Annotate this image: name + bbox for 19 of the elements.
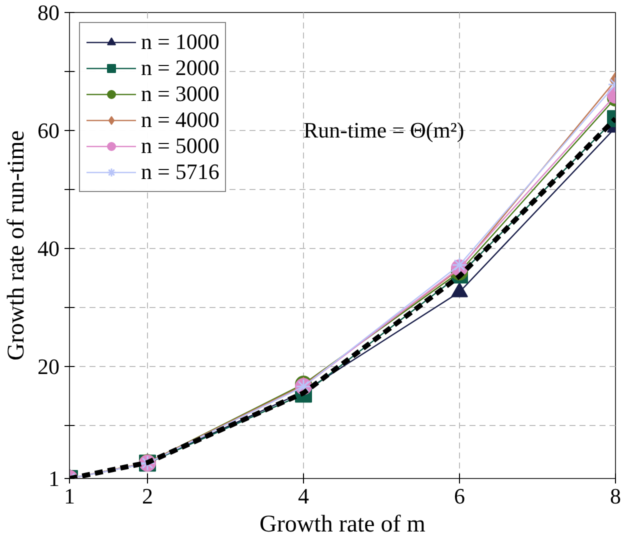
annotation: Run-time = Θ(m²) — [304, 117, 464, 142]
legend-label: n = 4000 — [141, 107, 220, 133]
x-tick-label: 4 — [298, 484, 309, 508]
x-tick-label: 6 — [454, 484, 465, 508]
y-tick-label: 40 — [38, 236, 60, 261]
y-axis-title: Growth rate of run-time — [4, 130, 30, 360]
y-tick-label: 1 — [48, 466, 60, 491]
legend-label: n = 1000 — [141, 29, 220, 55]
legend-label: n = 5000 — [141, 133, 220, 159]
x-tick-label: 2 — [142, 484, 153, 508]
x-tick-label: 8 — [610, 484, 621, 508]
legend-label: n = 2000 — [141, 55, 220, 81]
x-axis-title: Growth rate of m — [260, 512, 426, 538]
legend-label: n = 3000 — [141, 81, 220, 107]
legend-label: n = 5716 — [141, 159, 220, 185]
x-tick-label: 1 — [64, 484, 75, 508]
y-tick-label: 60 — [38, 118, 60, 143]
y-tick-label: 80 — [38, 0, 60, 25]
y-tick-label: 20 — [38, 354, 60, 379]
